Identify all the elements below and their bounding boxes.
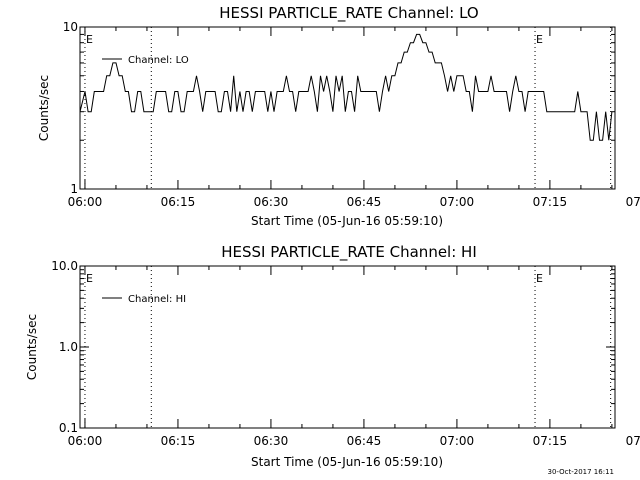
x-tick-label: 07:30 — [626, 434, 640, 448]
y-tick-label: 0.1 — [59, 421, 78, 435]
x-tick-label: 06:45 — [347, 434, 382, 448]
y-axis-label: Counts/sec — [25, 314, 39, 380]
y-tick-label: 1.0 — [59, 340, 78, 354]
chart-panel-lo: HESSI PARTICLE_RATE Channel: LO E E Chann… — [37, 4, 640, 228]
chart-panel-hi: HESSI PARTICLE_RATE Channel: HI E E Chann… — [25, 243, 640, 469]
x-tick-label: 06:45 — [347, 195, 382, 209]
y-tick-label: 10 — [63, 20, 78, 34]
x-tick-label: 06:15 — [161, 195, 196, 209]
event-marker-label: E — [86, 272, 93, 285]
x-tick-label: 06:00 — [68, 434, 103, 448]
x-tick-label: 07:15 — [533, 434, 568, 448]
y-tick-label: 1 — [70, 182, 78, 196]
x-tick-label: 07:00 — [440, 195, 475, 209]
x-tick-label: 07:15 — [533, 195, 568, 209]
x-tick-label: 06:30 — [254, 195, 289, 209]
legend-label: Channel: LO — [128, 55, 189, 66]
legend-label: Channel: HI — [128, 294, 186, 305]
plot-frame — [79, 26, 616, 190]
x-tick-label: 06:15 — [161, 434, 196, 448]
x-tick-label: 06:00 — [68, 195, 103, 209]
x-tick-label: 07:30 — [626, 195, 640, 209]
event-marker-label: E — [86, 33, 93, 46]
event-marker-label: E — [536, 33, 543, 46]
y-tick-label: 10.0 — [51, 259, 78, 273]
x-axis-label: Start Time (05-Jun-16 05:59:10) — [251, 214, 443, 228]
y-axis-label: Counts/sec — [37, 75, 51, 141]
generation-timestamp: 30-Oct-2017 16:11 — [548, 468, 614, 476]
x-tick-label: 07:00 — [440, 434, 475, 448]
series-line — [79, 33, 613, 141]
event-marker-label: E — [536, 272, 543, 285]
x-axis-label: Start Time (05-Jun-16 05:59:10) — [251, 455, 443, 469]
chart-title: HESSI PARTICLE_RATE Channel: HI — [221, 243, 477, 262]
chart-title: HESSI PARTICLE_RATE Channel: LO — [219, 4, 478, 23]
x-tick-label: 06:30 — [254, 434, 289, 448]
